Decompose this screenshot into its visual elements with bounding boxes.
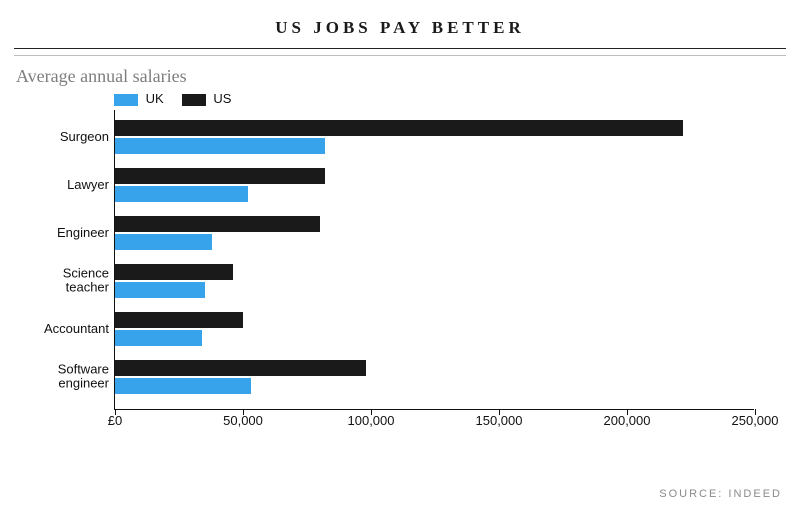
bar-uk — [115, 378, 251, 394]
y-axis-label: Accountant — [19, 322, 115, 336]
y-axis-label: Surgeon — [19, 130, 115, 144]
bar-us — [115, 264, 233, 280]
bar-us — [115, 216, 320, 232]
legend-label-us: US — [213, 91, 231, 106]
legend-swatch-us — [182, 94, 206, 106]
legend-swatch-uk — [114, 94, 138, 106]
x-tick-label: 100,000 — [348, 409, 395, 428]
legend: UK US — [14, 91, 786, 106]
divider-thick — [14, 48, 786, 49]
source-label: SOURCE: INDEED — [659, 488, 782, 500]
bar-us — [115, 360, 366, 376]
legend-label-uk: UK — [146, 91, 164, 106]
x-tick-label: 250,000 — [732, 409, 779, 428]
bar-uk — [115, 330, 202, 346]
y-axis-label: Lawyer — [19, 178, 115, 192]
plot-area: SurgeonLawyerEngineerScience teacherAcco… — [114, 110, 754, 410]
y-axis-label: Software engineer — [19, 363, 115, 392]
legend-item-uk: UK — [114, 91, 164, 106]
bar-us — [115, 312, 243, 328]
bar-uk — [115, 234, 212, 250]
x-tick-label: £0 — [108, 409, 122, 428]
legend-item-us: US — [182, 91, 232, 106]
chart-card: US JOBS PAY BETTER Average annual salari… — [0, 0, 800, 506]
x-tick-label: 150,000 — [476, 409, 523, 428]
x-tick-label: 50,000 — [223, 409, 263, 428]
bar-uk — [115, 138, 325, 154]
chart-subtitle: Average annual salaries — [14, 56, 786, 91]
y-axis-label: Engineer — [19, 226, 115, 240]
bar-uk — [115, 186, 248, 202]
chart-area: Surgeon Lawyer Engineer Science teacher Acco… — [14, 110, 786, 440]
y-axis-label: Science teacher — [19, 267, 115, 296]
chart-title: US JOBS PAY BETTER — [14, 10, 786, 48]
bar-us — [115, 120, 683, 136]
x-tick-label: 200,000 — [604, 409, 651, 428]
bar-us — [115, 168, 325, 184]
bar-uk — [115, 282, 205, 298]
